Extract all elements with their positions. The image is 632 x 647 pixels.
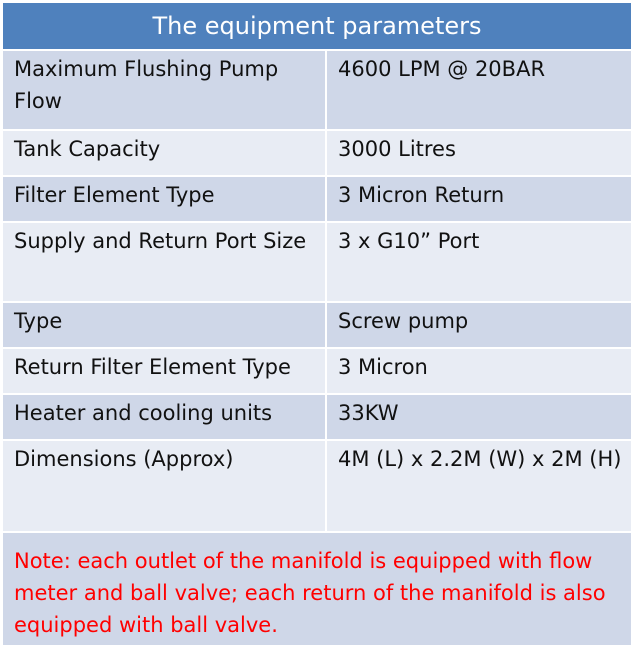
row-label: Maximum Flushing Pump Flow bbox=[1, 49, 327, 131]
note-text: Note: each outlet of the manifold is equ… bbox=[0, 531, 632, 647]
row-value: 3 Micron Return bbox=[324, 175, 632, 223]
table-header-row: The equipment parameters bbox=[0, 1, 632, 51]
table-row: Dimensions (Approx) 4M (L) x 2.2M (W) x … bbox=[1, 439, 632, 533]
row-value: 4600 LPM @ 20BAR bbox=[324, 49, 632, 131]
table-row: Supply and Return Port Size 3 x G10” Por… bbox=[1, 221, 632, 303]
table-row: Maximum Flushing Pump Flow 4600 LPM @ 20… bbox=[1, 49, 632, 131]
note-row: Note: each outlet of the manifold is equ… bbox=[0, 531, 632, 647]
row-label: Heater and cooling units bbox=[1, 393, 327, 441]
row-label: Dimensions (Approx) bbox=[1, 439, 327, 533]
row-value: 3000 Litres bbox=[324, 129, 632, 177]
row-value: 4M (L) x 2.2M (W) x 2M (H) bbox=[324, 439, 632, 533]
table-row: Type Screw pump bbox=[1, 301, 632, 349]
table-row: Heater and cooling units 33KW bbox=[1, 393, 632, 441]
row-label: Filter Element Type bbox=[1, 175, 327, 223]
row-label: Return Filter Element Type bbox=[1, 347, 327, 395]
table-row: Return Filter Element Type 3 Micron bbox=[1, 347, 632, 395]
row-value: Screw pump bbox=[324, 301, 632, 349]
row-label: Tank Capacity bbox=[1, 129, 327, 177]
table-title: The equipment parameters bbox=[0, 1, 632, 51]
table-row: Tank Capacity 3000 Litres bbox=[1, 129, 632, 177]
row-value: 3 Micron bbox=[324, 347, 632, 395]
row-value: 3 x G10” Port bbox=[324, 221, 632, 303]
row-label: Type bbox=[1, 301, 327, 349]
table-row: Filter Element Type 3 Micron Return bbox=[1, 175, 632, 223]
row-label: Supply and Return Port Size bbox=[1, 221, 327, 303]
row-value: 33KW bbox=[324, 393, 632, 441]
